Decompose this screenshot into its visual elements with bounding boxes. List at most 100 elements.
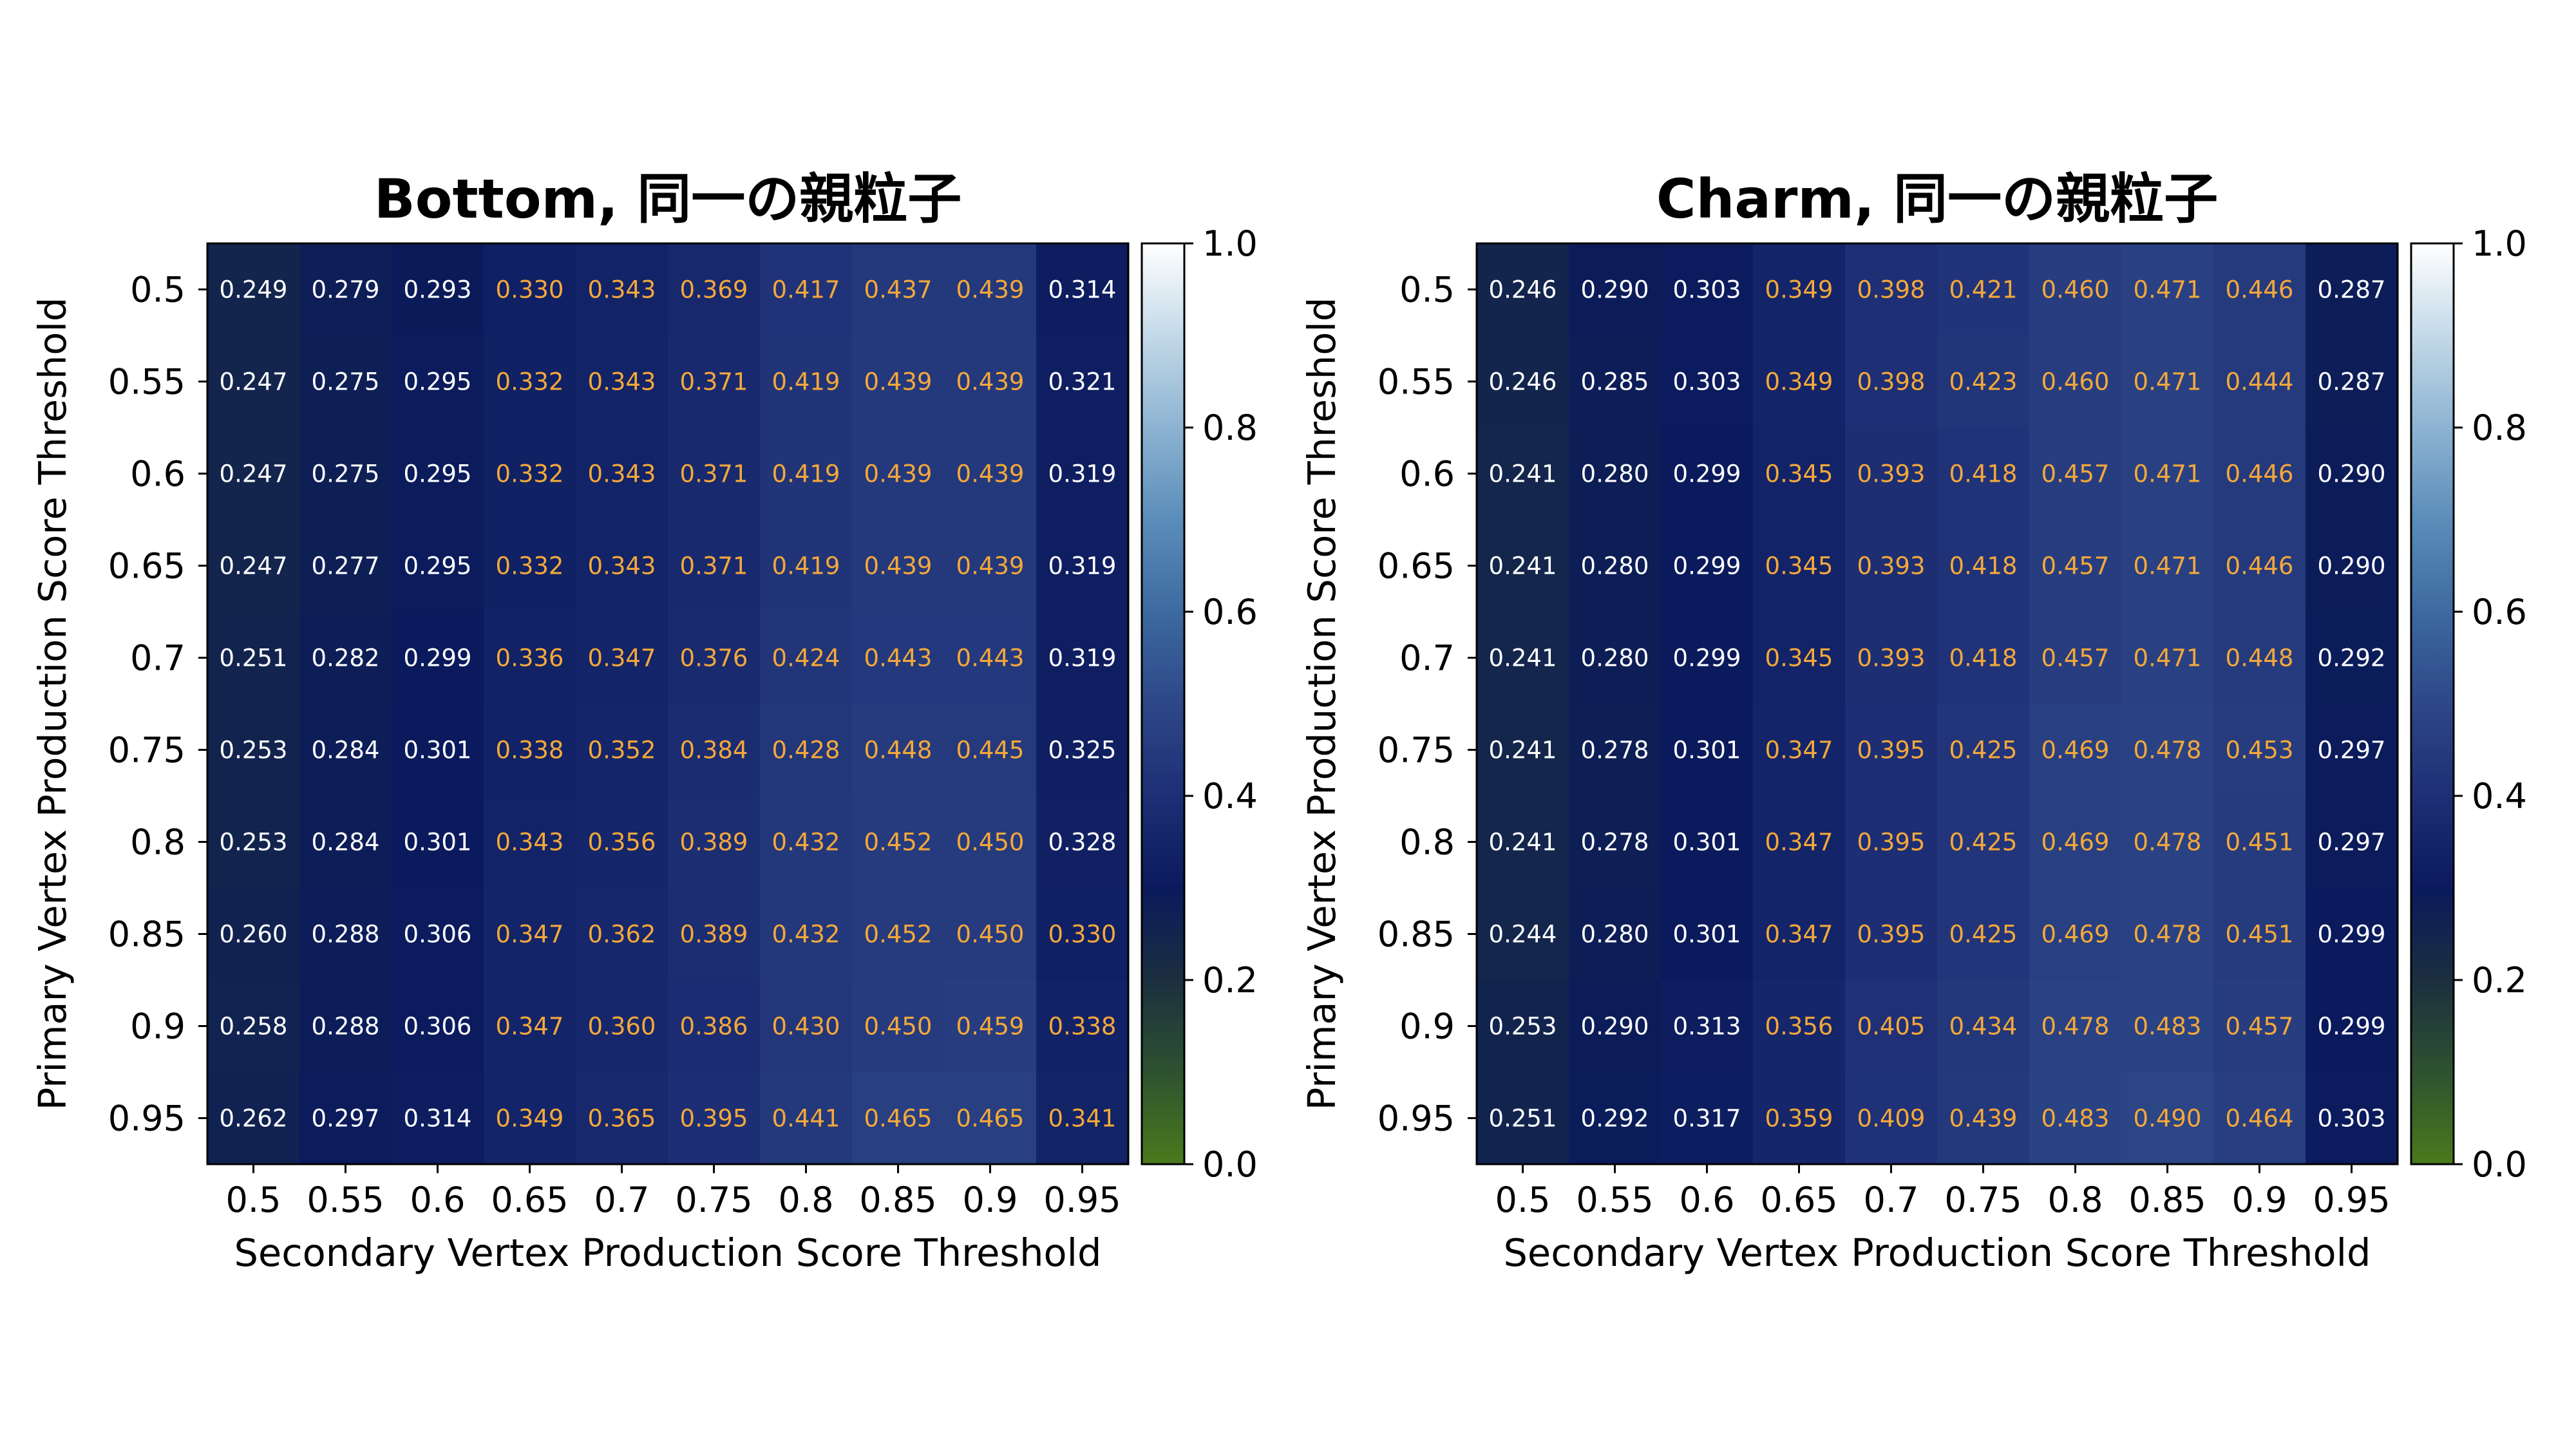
cell-value-label: 0.319 xyxy=(1048,645,1117,672)
x-tick-label: 0.85 xyxy=(859,1180,936,1220)
heatmap-cell xyxy=(1036,704,1129,797)
cell-value-label: 0.343 xyxy=(588,368,656,396)
x-tick-label: 0.5 xyxy=(226,1180,281,1220)
heatmap-cell xyxy=(576,520,668,612)
cell-value-label: 0.313 xyxy=(1673,1013,1741,1041)
cell-value-label: 0.347 xyxy=(1765,921,1833,948)
heatmap-cell xyxy=(1753,612,1846,704)
cell-value-label: 0.452 xyxy=(864,921,933,948)
cell-value-label: 0.389 xyxy=(680,829,748,856)
heatmap-cell xyxy=(1845,335,1938,428)
heatmap-cell xyxy=(299,704,392,797)
cell-value-label: 0.439 xyxy=(956,552,1025,580)
heatmap-cell xyxy=(576,428,668,520)
x-tick-label: 0.75 xyxy=(1944,1180,2022,1220)
heatmap-cell xyxy=(299,796,392,889)
heatmap-cell xyxy=(299,1072,392,1165)
cell-value-label: 0.419 xyxy=(772,552,840,580)
cell-value-label: 0.418 xyxy=(1949,460,2018,488)
heatmap-cell xyxy=(2121,888,2214,981)
cell-value-label: 0.439 xyxy=(1949,1105,2018,1133)
heatmap-cell xyxy=(207,612,300,704)
heatmap-cell xyxy=(2121,428,2214,520)
cell-value-label: 0.303 xyxy=(1673,276,1741,304)
cell-value-label: 0.464 xyxy=(2226,1105,2294,1133)
x-tick-label: 0.6 xyxy=(1680,1180,1735,1220)
x-tick-label: 0.55 xyxy=(1576,1180,1653,1220)
heatmap-cell xyxy=(2306,888,2398,981)
colorbar-tick-label: 0.8 xyxy=(1202,408,1258,448)
heatmap-cell xyxy=(1569,335,1662,428)
heatmap-cell xyxy=(1569,980,1662,1073)
heatmap-cell xyxy=(668,335,761,428)
heatmap-cell xyxy=(207,704,300,797)
heatmap-cell xyxy=(852,612,945,704)
cell-value-label: 0.338 xyxy=(496,737,564,764)
heatmap-cell xyxy=(2306,520,2398,612)
y-tick-label: 0.85 xyxy=(108,914,185,955)
cell-value-label: 0.345 xyxy=(1765,460,1833,488)
heatmap-cell xyxy=(1937,428,2030,520)
cell-value-label: 0.285 xyxy=(1581,368,1649,396)
cell-value-label: 0.393 xyxy=(1857,552,1926,580)
cell-value-label: 0.356 xyxy=(1765,1013,1833,1041)
cell-value-label: 0.418 xyxy=(1949,552,2018,580)
cell-value-label: 0.279 xyxy=(312,276,380,304)
y-tick-label: 0.5 xyxy=(1399,270,1455,310)
heatmap-cell xyxy=(576,704,668,797)
cell-value-label: 0.278 xyxy=(1581,737,1649,764)
cell-value-label: 0.453 xyxy=(2226,737,2294,764)
heatmap-cell xyxy=(668,520,761,612)
heatmap-cell xyxy=(1937,335,2030,428)
cell-value-label: 0.295 xyxy=(404,460,472,488)
heatmap-cell xyxy=(668,612,761,704)
cell-value-label: 0.332 xyxy=(496,368,564,396)
cell-value-label: 0.275 xyxy=(312,368,380,396)
cell-value-label: 0.319 xyxy=(1048,460,1117,488)
cell-value-label: 0.460 xyxy=(2041,368,2110,396)
cell-value-label: 0.452 xyxy=(864,829,933,856)
cell-value-label: 0.371 xyxy=(680,552,748,580)
heatmap-cell xyxy=(484,888,576,981)
x-tick-label: 0.9 xyxy=(963,1180,1018,1220)
cell-value-label: 0.306 xyxy=(404,1013,472,1041)
heatmap-cell xyxy=(1661,612,1754,704)
colorbar: 0.0 0.2 0.4 0.6 0.8 1.0 xyxy=(2410,223,2527,1185)
colorbar-gradient xyxy=(2410,242,2455,1165)
y-axis-label: Primary Vertex Production Score Threshol… xyxy=(30,297,75,1111)
heatmap-cell xyxy=(2306,612,2398,704)
cell-value-label: 0.483 xyxy=(2041,1105,2110,1133)
cell-value-label: 0.349 xyxy=(496,1105,564,1133)
cell-value-label: 0.437 xyxy=(864,276,933,304)
heatmap-cell xyxy=(944,612,1037,704)
cell-value-label: 0.360 xyxy=(588,1013,656,1041)
heatmap-cell xyxy=(207,796,300,889)
cell-value-label: 0.446 xyxy=(2226,276,2294,304)
cell-value-label: 0.317 xyxy=(1673,1105,1741,1133)
cell-value-label: 0.330 xyxy=(1048,921,1117,948)
heatmap-cell xyxy=(1753,243,1846,336)
cell-value-label: 0.386 xyxy=(680,1013,748,1041)
heatmap-cell xyxy=(1661,243,1754,336)
cell-value-label: 0.314 xyxy=(1048,276,1117,304)
heatmap-cell xyxy=(1937,1072,2030,1165)
cell-value-label: 0.428 xyxy=(772,737,840,764)
cell-value-label: 0.371 xyxy=(680,368,748,396)
y-tick-label: 0.55 xyxy=(1378,362,1455,402)
cell-value-label: 0.457 xyxy=(2041,460,2110,488)
heatmap-cell xyxy=(1036,796,1129,889)
y-tick-label: 0.85 xyxy=(1378,914,1455,955)
cell-value-label: 0.336 xyxy=(496,645,564,672)
heatmap-cell xyxy=(760,888,853,981)
cell-value-label: 0.471 xyxy=(2134,368,2202,396)
cell-value-label: 0.295 xyxy=(404,552,472,580)
y-tick-label: 0.8 xyxy=(1399,822,1455,863)
cell-value-label: 0.260 xyxy=(220,921,288,948)
cell-value-label: 0.393 xyxy=(1857,460,1926,488)
cell-value-label: 0.303 xyxy=(2318,1105,2386,1133)
heatmap-cell xyxy=(1845,520,1938,612)
cell-value-label: 0.301 xyxy=(1673,737,1741,764)
x-tick-label: 0.9 xyxy=(2232,1180,2287,1220)
y-tick-label: 0.9 xyxy=(130,1006,185,1047)
heatmap-cell xyxy=(1036,520,1129,612)
